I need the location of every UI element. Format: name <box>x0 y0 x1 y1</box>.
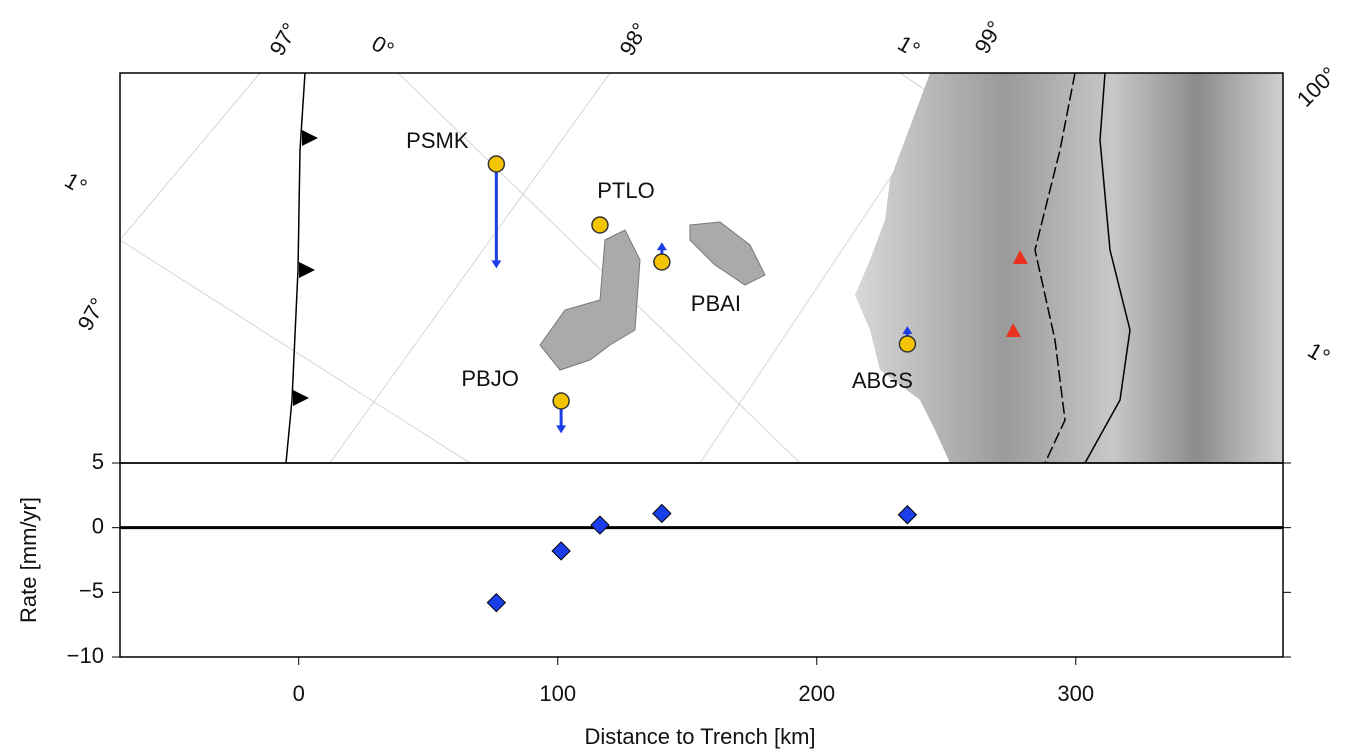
data-point <box>898 506 916 524</box>
station-label: ABGS <box>852 368 913 393</box>
plot-frame <box>120 463 1283 657</box>
longitude-label: 98° <box>614 18 652 59</box>
station-label: PBAI <box>691 291 741 316</box>
latitude-label: 1° <box>893 30 924 62</box>
longitude-label: 97° <box>264 18 302 59</box>
map <box>120 73 1283 463</box>
latitude-label: 0° <box>367 30 398 62</box>
latitude-label: 1° <box>1303 337 1334 369</box>
figure: Distance to Trench [km] Rate [mm/yr] 0 10… <box>0 0 1349 754</box>
latitude-label: 1° <box>60 167 91 199</box>
data-point <box>552 542 570 560</box>
y-axis-label: Rate [mm/yr] <box>16 497 41 623</box>
x-axis-label: Distance to Trench [km] <box>584 724 815 749</box>
y-tick-label: 5 <box>92 449 104 474</box>
x-tick-label: 100 <box>539 681 576 706</box>
station <box>899 336 915 352</box>
station <box>553 393 569 409</box>
station-label: PBJO <box>461 366 518 391</box>
data-point <box>487 594 505 612</box>
x-tick-label: 0 <box>293 681 305 706</box>
station-label: PSMK <box>406 128 469 153</box>
station <box>488 156 504 172</box>
x-tick-label: 200 <box>798 681 835 706</box>
station-label: PTLO <box>597 178 654 203</box>
longitude-label: 100° <box>1292 62 1342 112</box>
y-tick-label: −10 <box>67 643 104 668</box>
data-point <box>653 504 671 522</box>
y-tick-label: −5 <box>79 578 104 603</box>
longitude-label: 99° <box>969 16 1007 57</box>
plot <box>120 463 1283 657</box>
page: {"chart_data": {"type": "scatter", "xlab… <box>0 0 1349 754</box>
longitude-label: 97° <box>72 293 110 334</box>
station <box>592 217 608 233</box>
data-point <box>591 516 609 534</box>
station <box>654 254 670 270</box>
x-tick-label: 300 <box>1057 681 1094 706</box>
y-tick-label: 0 <box>92 513 104 538</box>
